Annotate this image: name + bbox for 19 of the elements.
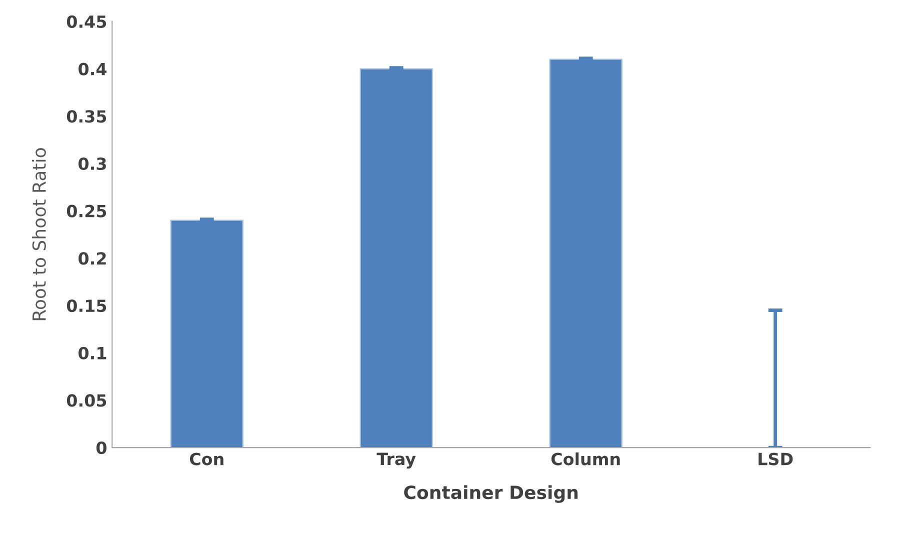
bar [170, 220, 244, 448]
y-axis-title: Root to Shoot Ratio [32, 148, 46, 320]
x-tick-label: LSD [758, 452, 793, 466]
x-tick-label: Column [551, 452, 620, 466]
bar [549, 58, 622, 448]
bar [360, 68, 433, 448]
x-tick-label: Con [190, 452, 224, 466]
y-tick-label: 0 [96, 442, 106, 454]
x-axis-title: Container Design [404, 485, 578, 503]
x-tick-label: Tray [376, 452, 416, 469]
y-tick-label: 0.2 [78, 252, 106, 265]
y-tick-label: 0.45 [66, 15, 106, 28]
y-tick-label: 0.1 [78, 346, 106, 360]
y-tick-label: 0.25 [66, 204, 106, 218]
y-tick-label: 0.35 [66, 110, 106, 123]
y-tick-label: 0.4 [78, 62, 106, 76]
y-tick-label: 0.3 [78, 157, 106, 170]
y-tick-label: 0.05 [66, 394, 106, 407]
y-tick-label: 0.15 [66, 299, 106, 312]
